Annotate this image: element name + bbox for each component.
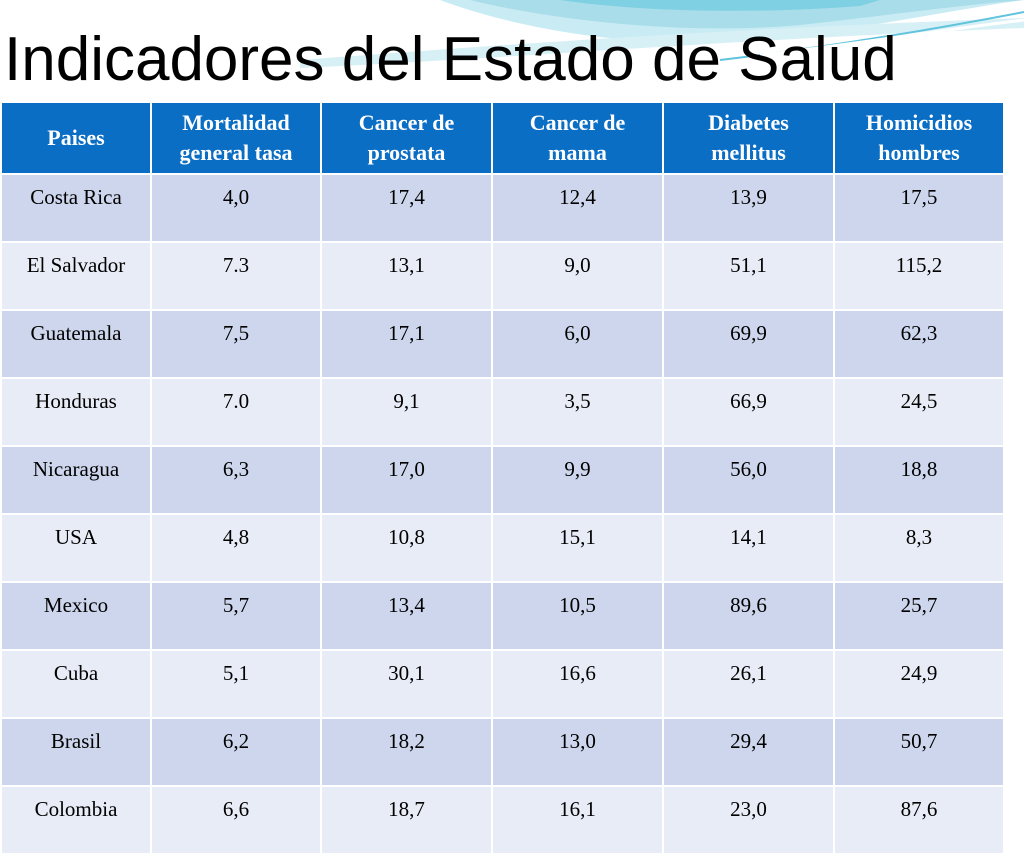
header-cell: Diabetes mellitus [662,101,835,175]
value-cell: 56,0 [662,445,835,515]
wave-decoration [300,0,1024,68]
value-cell: 66,9 [662,377,835,447]
value-cell: 16,6 [491,649,664,719]
value-cell: 9,9 [491,445,664,515]
value-cell: 7.3 [150,241,322,311]
value-cell: 17,5 [833,173,1005,243]
value-cell: 12,4 [491,173,664,243]
value-cell: 16,1 [491,785,664,855]
slide-title: Indicadores del Estado de Salud [4,25,897,94]
table-row: Cuba 5,1 30,1 16,6 26,1 24,9 [0,649,1005,719]
header-cell: Cancer de prostata [320,101,493,175]
value-cell: 9,0 [491,241,664,311]
value-cell: 18,8 [833,445,1005,515]
value-cell: 6,2 [150,717,322,787]
country-cell: El Salvador [0,241,152,311]
value-cell: 7,5 [150,309,322,379]
value-cell: 9,1 [320,377,493,447]
country-cell: Costa Rica [0,173,152,243]
value-cell: 115,2 [833,241,1005,311]
country-cell: Cuba [0,649,152,719]
value-cell: 30,1 [320,649,493,719]
value-cell: 17,0 [320,445,493,515]
value-cell: 18,2 [320,717,493,787]
value-cell: 13,0 [491,717,664,787]
header-cell: Homicidios hombres [833,101,1005,175]
value-cell: 62,3 [833,309,1005,379]
country-cell: Mexico [0,581,152,651]
value-cell: 6,6 [150,785,322,855]
value-cell: 29,4 [662,717,835,787]
value-cell: 17,4 [320,173,493,243]
value-cell: 5,1 [150,649,322,719]
value-cell: 69,9 [662,309,835,379]
value-cell: 18,7 [320,785,493,855]
header-cell: Mortalidad general tasa [150,101,322,175]
value-cell: 10,5 [491,581,664,651]
table-row: Honduras 7.0 9,1 3,5 66,9 24,5 [0,377,1005,447]
value-cell: 26,1 [662,649,835,719]
country-cell: Nicaragua [0,445,152,515]
value-cell: 4,8 [150,513,322,583]
value-cell: 3,5 [491,377,664,447]
table-row: Costa Rica 4,0 17,4 12,4 13,9 17,5 [0,173,1005,243]
value-cell: 24,9 [833,649,1005,719]
value-cell: 7.0 [150,377,322,447]
table-row: Brasil 6,2 18,2 13,0 29,4 50,7 [0,717,1005,787]
value-cell: 10,8 [320,513,493,583]
country-cell: Guatemala [0,309,152,379]
table-row: El Salvador 7.3 13,1 9,0 51,1 115,2 [0,241,1005,311]
value-cell: 25,7 [833,581,1005,651]
value-cell: 15,1 [491,513,664,583]
value-cell: 13,1 [320,241,493,311]
header-row: Paises Mortalidad general tasa Cancer de p… [0,101,1005,175]
value-cell: 17,1 [320,309,493,379]
value-cell: 87,6 [833,785,1005,855]
country-cell: USA [0,513,152,583]
value-cell: 24,5 [833,377,1005,447]
value-cell: 13,9 [662,173,835,243]
table-row: Nicaragua 6,3 17,0 9,9 56,0 18,8 [0,445,1005,515]
country-cell: Brasil [0,717,152,787]
value-cell: 5,7 [150,581,322,651]
value-cell: 6,0 [491,309,664,379]
header-cell: Paises [0,101,152,175]
value-cell: 51,1 [662,241,835,311]
value-cell: 6,3 [150,445,322,515]
value-cell: 23,0 [662,785,835,855]
value-cell: 13,4 [320,581,493,651]
health-indicators-table: Paises Mortalidad general tasa Cancer de p… [0,101,1005,855]
country-cell: Colombia [0,785,152,855]
table-row: Guatemala 7,5 17,1 6,0 69,9 62,3 [0,309,1005,379]
value-cell: 14,1 [662,513,835,583]
table-row: Mexico 5,7 13,4 10,5 89,6 25,7 [0,581,1005,651]
table-row: Colombia 6,6 18,7 16,1 23,0 87,6 [0,785,1005,855]
table-row: USA 4,8 10,8 15,1 14,1 8,3 [0,513,1005,583]
country-cell: Honduras [0,377,152,447]
value-cell: 89,6 [662,581,835,651]
header-cell: Cancer de mama [491,101,664,175]
value-cell: 8,3 [833,513,1005,583]
value-cell: 50,7 [833,717,1005,787]
value-cell: 4,0 [150,173,322,243]
